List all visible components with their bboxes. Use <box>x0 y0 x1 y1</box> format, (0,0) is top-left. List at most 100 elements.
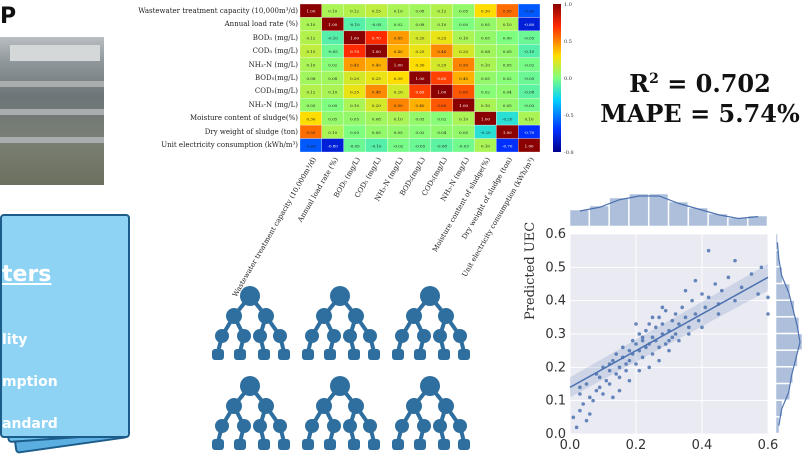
card-item: lity <box>2 332 28 348</box>
tree-node-icon <box>363 419 377 433</box>
scatter-point <box>650 352 655 356</box>
scatter-point <box>713 282 717 286</box>
tree-leaf-icon <box>278 349 290 360</box>
heatmap-cell-value: 0.05 <box>503 49 512 54</box>
heatmap-cell-value: -0.80 <box>328 143 339 148</box>
heatmap-cell-value: 0.20 <box>394 89 403 94</box>
tree-node-icon <box>433 419 447 433</box>
heatmap-cell-value: 0.05 <box>503 103 512 108</box>
tree-leaf-icon <box>302 439 314 450</box>
scatter-point <box>667 348 671 353</box>
heatmap-cell-value: 0.05 <box>328 116 337 121</box>
heatmap-cell-value: 0.05 <box>372 130 381 135</box>
scatter-point <box>670 335 675 340</box>
x-tick-label: 0.0 <box>560 438 581 453</box>
x-tick-label: 0.4 <box>692 438 713 453</box>
card-heading: ters <box>2 262 52 287</box>
tree-node-icon <box>343 419 357 433</box>
heatmap-row-labels: Wastewater treatment capacity (10,000m³/… <box>138 4 300 154</box>
scatter-point <box>677 338 681 343</box>
colorbar-tick-label: 1.0 <box>564 2 572 8</box>
heatmap-cell-value: 0.50 <box>394 103 403 108</box>
scatter-point <box>614 372 618 376</box>
colorbar-gradient <box>553 4 561 152</box>
tree-node-icon <box>273 329 287 343</box>
heatmap-cell-value: 0.12 <box>306 89 315 94</box>
tree-node-icon <box>417 419 431 433</box>
heatmap-cell-value: 0.25 <box>372 76 381 81</box>
tree-node-icon <box>215 419 229 433</box>
heatmap-row-label: BOD₅ (mg/L) <box>252 33 298 42</box>
heatmap-cell-value: 0.48 <box>372 89 381 94</box>
tree-leaf-icon <box>212 439 224 450</box>
heatmap-cell-value: 0.12 <box>306 36 315 41</box>
x-marginal-bar <box>589 205 609 227</box>
heatmap-cell-value: 0.40 <box>459 76 468 81</box>
scatter-point <box>693 312 698 316</box>
colorbar-tick-label: -0.5 <box>564 113 574 119</box>
scatter-point <box>574 425 579 430</box>
scatter-point <box>680 305 684 310</box>
x-marginal-bar <box>688 207 708 227</box>
heatmap-row-label: BOD₅(mg/L) <box>254 74 298 82</box>
tree-leaf-icon <box>348 349 360 360</box>
heatmap-cell <box>518 138 540 152</box>
heatmap-cell-value: -0.10 <box>349 22 360 27</box>
tree-node-icon <box>327 329 341 343</box>
scatter-point <box>700 292 704 296</box>
tree-node-icon <box>406 398 422 414</box>
photo-wall <box>0 81 104 87</box>
heatmap-cell-value: -0.60 <box>306 143 317 148</box>
scatter-point <box>627 348 632 353</box>
heatmap-cell-value: 0.10 <box>481 143 490 148</box>
heatmap-cell-value: 0.45 <box>394 36 403 41</box>
heatmap-cell-value: 0.15 <box>306 49 315 54</box>
tree-leaf-icon <box>414 349 426 360</box>
y-tick-label: 0.5 <box>545 260 566 275</box>
scatter-point <box>693 278 698 283</box>
tree-leaf-icon <box>258 349 270 360</box>
tree-node-icon <box>330 376 350 396</box>
scatter-point <box>673 312 678 316</box>
heatmap-cell-value: -0.05 <box>328 49 339 54</box>
card-front: ters lity mption andard <box>0 214 130 438</box>
scatter-point <box>660 322 665 326</box>
scatter-point <box>637 332 642 336</box>
tree-leaf-icon <box>438 349 450 360</box>
tree-node-icon <box>258 398 274 414</box>
regression-line <box>569 276 769 388</box>
tree-node-icon <box>433 329 447 343</box>
x-marginal-bar <box>609 197 629 227</box>
heatmap-cell-value: 1.00 <box>525 143 534 148</box>
heatmap-row-label: Annual load rate (%) <box>224 20 298 29</box>
scatter-point <box>687 325 691 330</box>
scatter-point <box>611 358 615 363</box>
heatmap-cell-value: 0.02 <box>416 130 425 135</box>
scatter-point <box>634 322 638 326</box>
y-marginal-bar <box>775 317 800 334</box>
tree-node-icon <box>406 308 422 324</box>
heatmap-cell-value: 0.08 <box>328 76 337 81</box>
heatmap-cell-value: -0.20 <box>502 116 513 121</box>
tree-node-icon <box>420 286 440 306</box>
scatter-point <box>650 315 655 320</box>
scatter-point <box>578 385 582 390</box>
heatmap-cell-value: 0.10 <box>394 9 403 14</box>
heatmap-cell-value: 0.15 <box>372 9 381 14</box>
scatter-point <box>611 395 615 400</box>
heatmap-cell-value: 0.02 <box>394 22 403 27</box>
heatmap-cell-value: 0.05 <box>306 103 315 108</box>
heatmap-cell-value: 1.00 <box>306 9 315 14</box>
colorbar-ticks: 1.0 0.5 0.0 -0.5 -0.8 <box>564 2 584 156</box>
heatmap-row-label: Moisture content of sludge(%) <box>190 114 298 123</box>
heatmap-cell-value: 0.20 <box>437 63 446 68</box>
scatter-point <box>733 298 737 303</box>
heatmap-cell-value: -0.05 <box>524 36 535 41</box>
decision-tree-icon <box>302 286 380 360</box>
tree-leaf-icon <box>368 349 380 360</box>
x-marginal-bar <box>728 217 748 227</box>
heatmap-cell-value: -0.02 <box>393 143 404 148</box>
heatmap-cell-value: 0.10 <box>459 36 468 41</box>
scatter-point <box>588 412 592 416</box>
heatmap-cell-value: 1.00 <box>459 103 468 108</box>
